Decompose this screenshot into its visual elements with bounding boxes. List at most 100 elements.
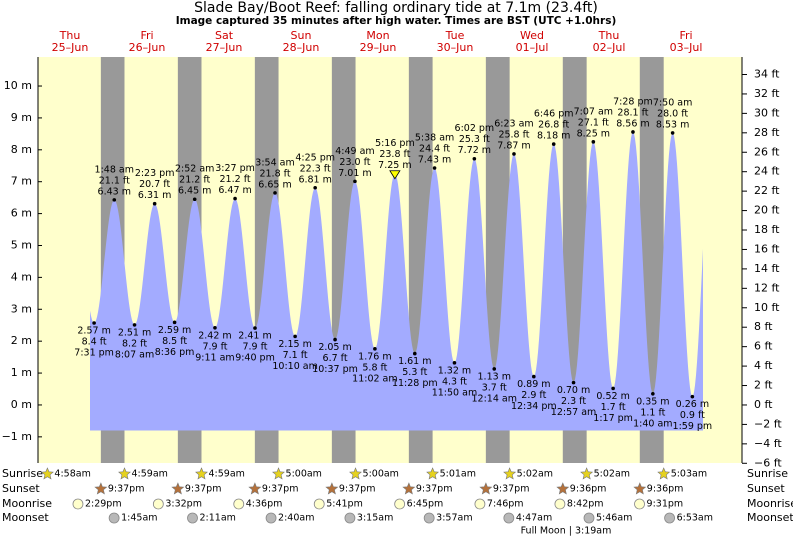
day-date: 30–Jun — [437, 41, 474, 54]
event-icon — [313, 498, 325, 510]
event-time: 2:40am — [278, 513, 314, 524]
extreme-label: 22.3 ft — [300, 163, 331, 174]
day-date: 27–Jun — [206, 41, 243, 54]
y-tick-label: 2 m — [11, 334, 32, 347]
row-label: Moonset — [747, 511, 793, 524]
extreme-label: 9:40 pm — [235, 353, 275, 364]
extreme-label: 12:34 pm — [511, 401, 557, 412]
extreme-label: 12:14 am — [472, 393, 517, 404]
event-icon — [344, 512, 356, 524]
extreme-dot — [492, 367, 497, 371]
row-label: Moonrise — [747, 497, 793, 510]
event-time: 5:46am — [596, 513, 632, 524]
event-time: 5:01am — [440, 469, 476, 480]
extreme-label: 1.13 m — [478, 371, 511, 382]
y2-tick-label: 6 ft — [754, 340, 773, 353]
extreme-label: 3:54 am — [255, 157, 294, 168]
y-tick-label: 0 m — [11, 398, 32, 411]
event-icon — [325, 482, 339, 495]
y2-tick-label: 34 ft — [754, 67, 780, 80]
day-weekday: Thu — [59, 29, 81, 42]
extreme-label: 7.72 m — [458, 145, 491, 156]
extreme-dot — [253, 326, 257, 330]
extreme-label: 2.51 m — [118, 327, 151, 338]
extreme-label: 7:07 am — [574, 106, 613, 117]
event-icon — [633, 482, 647, 495]
extreme-dot — [690, 394, 695, 399]
event-time: 4:58am — [54, 469, 90, 480]
day-weekday: Tue — [445, 29, 465, 42]
y-tick-label: 1 m — [11, 366, 32, 379]
extreme-dot — [152, 201, 157, 206]
event-icon — [583, 512, 595, 524]
event-time: 7:46pm — [487, 499, 524, 510]
event-time: 3:57am — [436, 513, 472, 524]
event-icon — [394, 498, 406, 510]
extreme-label: 21.2 ft — [220, 174, 251, 185]
event-icon — [171, 482, 185, 495]
extreme-label: 2.05 m — [318, 342, 351, 353]
event-time: 5:02am — [517, 469, 553, 480]
extreme-label: 4.3 ft — [442, 376, 467, 387]
extreme-label: 7.43 m — [418, 154, 451, 165]
extreme-label: 7.01 m — [338, 168, 371, 179]
extreme-label: 28.1 ft — [617, 107, 648, 118]
extreme-dot — [333, 337, 337, 342]
extreme-label: 11:02 am — [352, 373, 397, 384]
event-time: 5:03am — [671, 469, 707, 480]
y2-tick-label: 2 ft — [754, 379, 773, 392]
event-time: 5:00am — [286, 469, 322, 480]
day-date: 03–Jul — [670, 41, 703, 54]
extreme-label: 0.35 m — [636, 396, 669, 407]
day-date: 29–Jun — [360, 41, 397, 54]
y2-tick-label: 24 ft — [754, 165, 780, 178]
event-time: 2:11am — [200, 513, 236, 524]
event-icon — [233, 498, 245, 510]
extreme-label: 23.8 ft — [379, 149, 410, 160]
y-tick-label: 9 m — [11, 111, 32, 124]
extreme-dot — [273, 191, 277, 195]
extreme-label: 25.8 ft — [498, 129, 529, 140]
extreme-dot — [611, 386, 615, 391]
extreme-label: 7.9 ft — [202, 341, 227, 352]
event-icon — [474, 498, 486, 510]
day-weekday: Sun — [291, 29, 312, 42]
extreme-label: 7:28 pm — [613, 96, 653, 107]
event-time: 8:42pm — [567, 499, 604, 510]
extreme-label: 2.41 m — [238, 331, 271, 342]
day-date: 28–Jun — [283, 41, 320, 54]
extreme-dot — [353, 179, 357, 184]
y2-tick-label: 10 ft — [754, 301, 780, 314]
extreme-label: 6:02 pm — [455, 123, 495, 134]
extreme-label: 7.25 m — [378, 160, 411, 171]
event-time: 5:02am — [594, 469, 630, 480]
extreme-label: 8.5 ft — [162, 336, 187, 347]
extreme-label: 6.7 ft — [323, 353, 348, 364]
extreme-dot — [532, 374, 536, 379]
extreme-label: 8.18 m — [537, 131, 570, 142]
extreme-label: 10:37 pm — [312, 364, 358, 375]
event-time: 5:00am — [363, 469, 399, 480]
extreme-label: 1.61 m — [398, 356, 431, 367]
event-time: 9:37pm — [416, 484, 453, 495]
day-weekday: Mon — [366, 29, 389, 42]
extreme-label: 3.7 ft — [482, 382, 507, 393]
y2-tick-label: −4 ft — [754, 437, 782, 450]
extreme-label: 8.4 ft — [82, 336, 107, 347]
extreme-label: 1.76 m — [358, 351, 391, 362]
y2-tick-label: 26 ft — [754, 145, 780, 158]
extreme-label: 7.1 ft — [283, 350, 308, 361]
extreme-dot — [192, 197, 197, 202]
extreme-label: 1:17 pm — [593, 413, 633, 424]
extreme-label: 5:16 pm — [375, 138, 415, 149]
event-icon — [664, 512, 675, 524]
row-label: Sunset — [2, 482, 40, 495]
extreme-label: 6.45 m — [178, 186, 211, 197]
y2-tick-label: 22 ft — [754, 184, 780, 197]
extreme-label: 6.65 m — [258, 179, 291, 190]
y2-tick-label: 18 ft — [754, 223, 780, 236]
event-icon — [634, 498, 645, 510]
extreme-label: 24.4 ft — [419, 143, 450, 154]
y-tick-label: 3 m — [11, 302, 32, 315]
extreme-label: 2.9 ft — [521, 390, 546, 401]
